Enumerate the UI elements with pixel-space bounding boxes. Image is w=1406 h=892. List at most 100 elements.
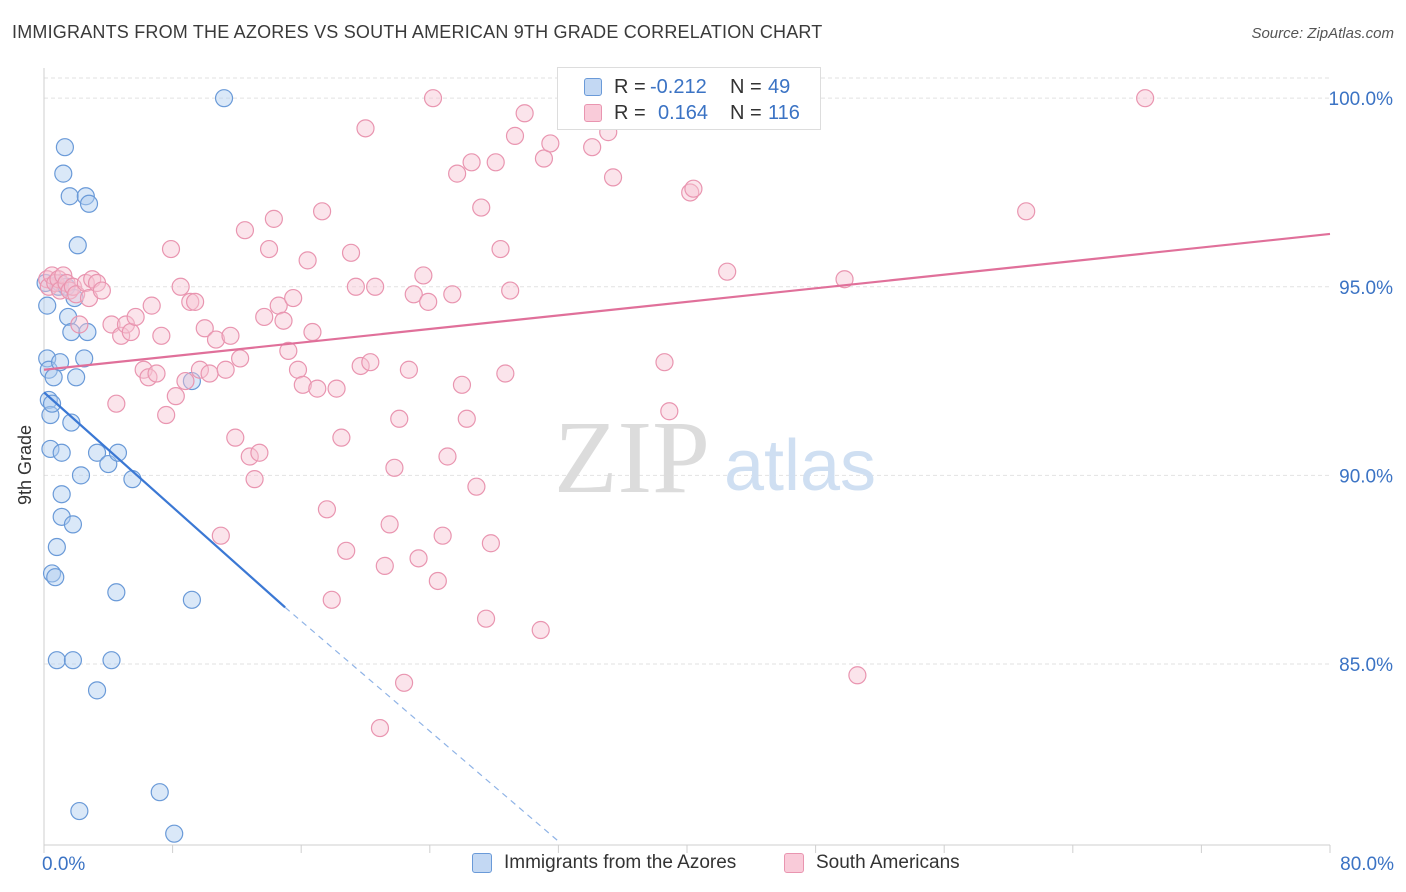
south-american-point [147, 364, 166, 383]
south-american-point [274, 311, 293, 330]
south-american-point [356, 119, 375, 138]
south-american-point [332, 428, 351, 447]
axes-layer: 85.0% 90.0% 95.0% 100.0% [43, 68, 1394, 853]
south-american-point [452, 375, 472, 394]
series-legend-label: Immigrants from the Azores [504, 852, 737, 873]
azores-point [62, 413, 81, 432]
south-american-point [317, 500, 337, 519]
south-american-point [394, 673, 414, 692]
legend-n-value: 116 [768, 101, 800, 124]
south-american-point [399, 360, 419, 379]
south-american-point [231, 349, 250, 368]
south-american-point [259, 239, 279, 259]
south-american-point [1017, 202, 1036, 221]
south-american-point [361, 353, 380, 372]
south-american-point [366, 277, 385, 296]
south-american-point [171, 277, 190, 296]
azores-point [54, 164, 73, 183]
south-american-point [433, 526, 452, 545]
south-american-point [166, 387, 185, 406]
azores-trend-extension [284, 606, 559, 842]
legend-n-value: 49 [768, 75, 791, 98]
south-american-point [423, 89, 443, 108]
south-american-point [390, 409, 409, 428]
azores-point [214, 89, 234, 108]
x-tick-label-min: 0.0% [42, 854, 85, 875]
x-tick-label-max: 80.0% [1340, 854, 1394, 875]
azores-point [79, 194, 99, 213]
south-american-point [655, 353, 674, 372]
legend-n-label: N = [730, 75, 762, 98]
grid-layer [44, 77, 1330, 665]
series-legend-south-americans: South Americans [784, 852, 960, 874]
south-american-point [264, 209, 283, 228]
azores-point [41, 439, 60, 459]
azores-point [70, 801, 89, 821]
south-american-point [206, 330, 226, 349]
south-american-point [221, 326, 240, 345]
south-american-point [375, 556, 394, 575]
south-american-point [303, 322, 322, 342]
south-american-point [380, 515, 399, 534]
south-american-point [211, 526, 230, 545]
south-american-point [486, 153, 505, 172]
watermark: ZIP atlas [554, 400, 876, 515]
azores-point [67, 368, 86, 387]
south-american-point [245, 470, 264, 489]
south-american-point [176, 371, 195, 391]
series-legend-label: South Americans [816, 852, 960, 873]
azores-point [87, 443, 107, 462]
south-american-point [107, 394, 126, 413]
azores-point [47, 651, 66, 670]
y-tick-label: 100.0% [1329, 89, 1394, 110]
azores-point [47, 537, 66, 557]
azores-point [38, 296, 57, 315]
legend-r-value: 0.164 [658, 101, 709, 124]
south-american-point [491, 239, 510, 259]
south-american-point [583, 138, 602, 157]
legend-r-label: R = [614, 101, 646, 124]
south-american-point [467, 477, 486, 496]
south-american-point [216, 360, 235, 379]
azores-point [87, 681, 107, 700]
azores-point [68, 236, 87, 255]
azores-point [102, 651, 121, 670]
y-tick-label: 95.0% [1339, 278, 1393, 299]
south-american-point [337, 541, 356, 560]
points-layer [36, 89, 1155, 843]
south-american-point [142, 296, 161, 315]
y-axis-label: 9th Grade [15, 425, 35, 505]
south-american-point [121, 322, 140, 342]
south-american-point [181, 292, 200, 311]
legend-r-value: -0.212 [650, 75, 707, 98]
south-american-point [293, 375, 312, 394]
south-american-point [226, 428, 245, 447]
south-american-point [70, 315, 89, 334]
south-american-point [322, 590, 341, 609]
south-american-point [684, 179, 703, 198]
azores-point [108, 443, 128, 462]
series-swatch-blue [472, 853, 492, 873]
south-american-point [152, 326, 171, 345]
south-american-point [1136, 89, 1155, 108]
legend-swatch-pink [584, 104, 602, 122]
azores-point [52, 443, 71, 462]
south-american-point [161, 239, 181, 259]
south-american-point [298, 251, 317, 270]
trend-layer [43, 232, 1331, 842]
south-american-point [515, 104, 534, 123]
south-american-point [505, 126, 525, 145]
azores-point [41, 405, 60, 425]
south-american-point [419, 292, 438, 311]
azores-point [46, 568, 65, 587]
azores-point [42, 394, 62, 413]
legend-n-label: N = [730, 101, 762, 124]
series-legend-azores: Immigrants from the Azores [472, 852, 736, 874]
south-american-point [195, 319, 214, 338]
south-american-point [288, 360, 308, 379]
south-american-point [240, 447, 259, 466]
south-american-point [308, 379, 327, 398]
south-american-point [438, 447, 457, 466]
azores-point [44, 368, 63, 387]
